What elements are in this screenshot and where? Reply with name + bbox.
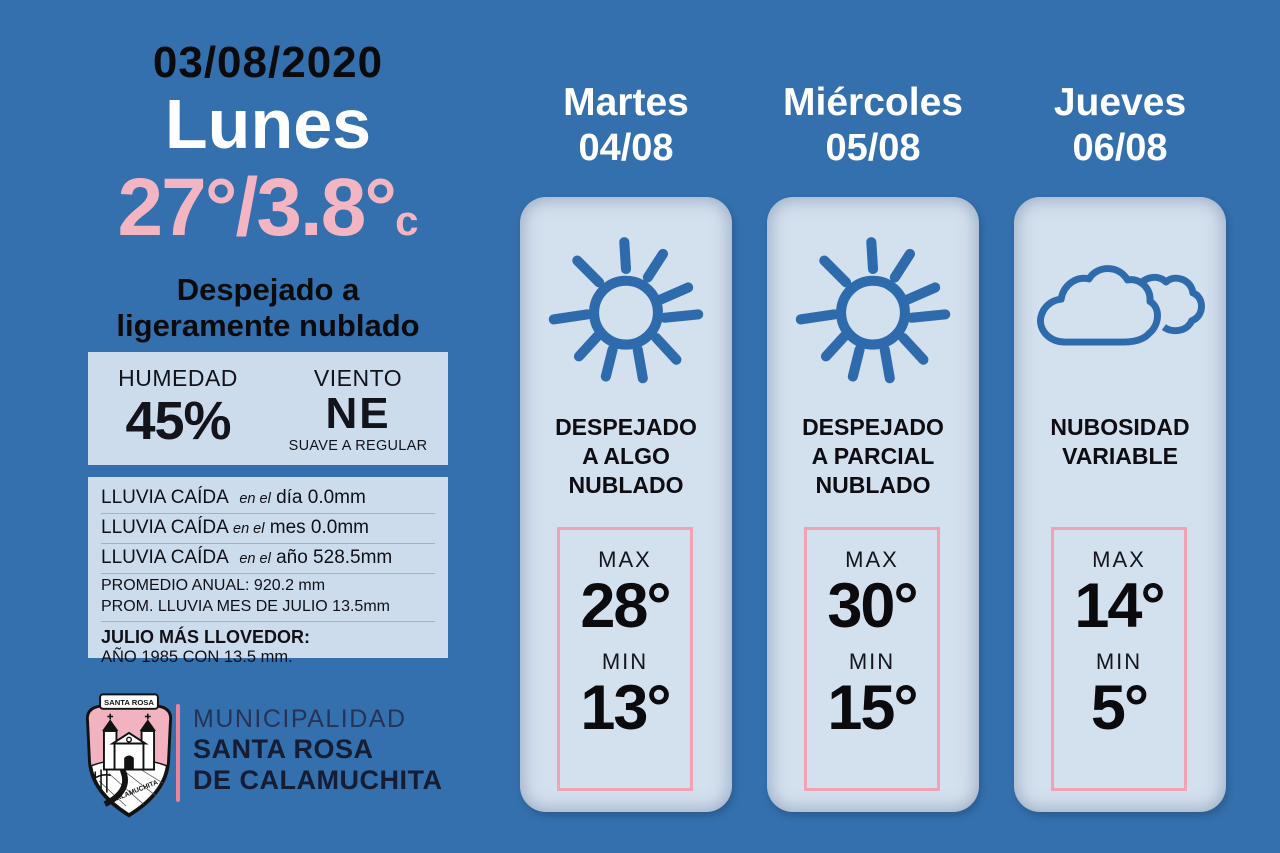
forecast-icon-wrap xyxy=(520,217,732,405)
logo-name-line1: SANTA ROSA xyxy=(193,734,374,764)
rain-value: día 0.0mm xyxy=(276,487,366,508)
rain-connector: en el xyxy=(239,551,271,567)
rain-record-label: JULIO MÁS LLOVEDOR: xyxy=(101,627,311,647)
humidity-wind-box: HUMEDAD 45% VIENTO NE SUAVE A REGULAR xyxy=(88,352,448,465)
forecast-condition: NUBOSIDAD VARIABLE xyxy=(1050,414,1190,469)
minmax-box: MAX 30° MIN 15° xyxy=(804,527,940,791)
crest-top-text: SANTA ROSA xyxy=(104,698,154,707)
rain-record-value: AÑO 1985 CON 13.5 mm. xyxy=(101,648,293,666)
forecast-icon-wrap xyxy=(767,217,979,405)
current-date: 03/08/2020 xyxy=(152,38,384,87)
rain-value: mes 0.0mm xyxy=(269,517,369,538)
forecast-condition: DESPEJADO A ALGO NUBLADO xyxy=(555,414,697,498)
forecast-day-name: Jueves xyxy=(1053,81,1187,124)
forecast-date: 04/08 xyxy=(578,127,674,169)
logo-name-line2: DE CALAMUCHITA xyxy=(193,765,443,795)
humidity-label: HUMEDAD xyxy=(118,365,238,391)
forecast-icon-wrap xyxy=(1014,217,1226,405)
forecast-column-martes: Martes 04/08 DESPEJADO A ALGO NUBLADO MA… xyxy=(520,80,732,812)
max-temperature: 28° xyxy=(580,571,671,641)
rain-label: LLUVIA CAÍDA xyxy=(101,487,229,508)
logo-text: MUNICIPALIDAD SANTA ROSA DE CALAMUCHITA xyxy=(193,704,442,796)
current-weather-panel: 03/08/2020 Lunes 27°/3.8°c Despejado a l… xyxy=(0,0,536,853)
current-temperature-range: 27°/3.8°c xyxy=(0,160,536,269)
crest-icon: SANTA ROSA CALAMUCHITA xyxy=(85,693,173,818)
rain-averages: PROMEDIO ANUAL: 920.2 mm PROM. LLUVIA ME… xyxy=(101,574,435,622)
rain-value: año 528.5mm xyxy=(276,547,393,568)
rain-connector: en el xyxy=(239,491,271,507)
forecast-card: DESPEJADO A ALGO NUBLADO MAX 28° MIN 13° xyxy=(520,197,732,812)
max-temperature: 30° xyxy=(827,571,918,641)
rainfall-box: LLUVIA CAÍDA en el día 0.0mm LLUVIA CAÍD… xyxy=(88,477,448,666)
max-label: MAX xyxy=(598,547,652,572)
min-label: MIN xyxy=(601,649,649,674)
clouds-icon xyxy=(1037,265,1205,346)
temp-unit: c xyxy=(395,197,419,244)
temp-range-value: 27°/3.8° xyxy=(117,162,398,253)
sun-icon xyxy=(548,237,704,384)
min-temperature: 13° xyxy=(580,673,671,743)
rain-july-average: PROM. LLUVIA MES DE JULIO 13.5mm xyxy=(101,598,390,615)
rain-annual-average: PROMEDIO ANUAL: 920.2 mm xyxy=(101,577,326,594)
max-label: MAX xyxy=(1092,547,1146,572)
minmax-box: MAX 28° MIN 13° xyxy=(557,527,693,791)
min-temperature: 15° xyxy=(827,673,918,743)
wind-section: VIENTO NE SUAVE A REGULAR xyxy=(268,352,448,465)
forecast-date: 05/08 xyxy=(825,127,921,169)
minmax-box: MAX 14° MIN 5° xyxy=(1051,527,1187,791)
rain-label: LLUVIA CAÍDA xyxy=(101,517,228,538)
rain-row-day: LLUVIA CAÍDA en el día 0.0mm xyxy=(101,484,435,514)
forecast-card: DESPEJADO A PARCIAL NUBLADO MAX 30° MIN … xyxy=(767,197,979,812)
forecast-date: 06/08 xyxy=(1072,127,1168,169)
forecast-card: NUBOSIDAD VARIABLE MAX 14° MIN 5° xyxy=(1014,197,1226,812)
min-label: MIN xyxy=(1095,649,1143,674)
forecast-column-jueves: Jueves 06/08 NUBOSIDAD VARIABLE MAX 14° … xyxy=(1014,80,1226,812)
forecast-condition: DESPEJADO A PARCIAL NUBLADO xyxy=(802,414,944,498)
wind-direction: NE xyxy=(325,389,391,438)
humidity-section: HUMEDAD 45% xyxy=(88,352,268,465)
min-label: MIN xyxy=(848,649,896,674)
sun-icon xyxy=(795,237,951,384)
rain-label: LLUVIA CAÍDA xyxy=(101,547,229,568)
wind-strength: SUAVE A REGULAR xyxy=(288,438,428,454)
rain-connector: en el xyxy=(233,521,265,537)
forecast-day-name: Martes xyxy=(563,81,689,124)
logo-org-line: MUNICIPALIDAD xyxy=(193,705,407,733)
municipality-logo: SANTA ROSA CALAMUCHITA MUNICIPALIDAD SAN… xyxy=(76,692,496,832)
wind-label: VIENTO xyxy=(313,365,403,391)
logo-divider xyxy=(176,704,180,802)
humidity-value: 45% xyxy=(125,391,231,451)
min-temperature: 5° xyxy=(1090,673,1149,743)
max-label: MAX xyxy=(845,547,899,572)
current-day-name: Lunes xyxy=(164,85,372,163)
forecast-column-miercoles: Miércoles 05/08 DESPEJADO A PARCIAL NUBL… xyxy=(767,80,979,812)
rain-row-year: LLUVIA CAÍDA en el año 528.5mm xyxy=(101,544,435,574)
current-condition: Despejado a ligeramente nublado xyxy=(116,272,420,343)
max-temperature: 14° xyxy=(1074,571,1165,641)
rain-row-month: LLUVIA CAÍDA en el mes 0.0mm xyxy=(101,514,435,544)
forecast-day-name: Miércoles xyxy=(783,81,963,124)
